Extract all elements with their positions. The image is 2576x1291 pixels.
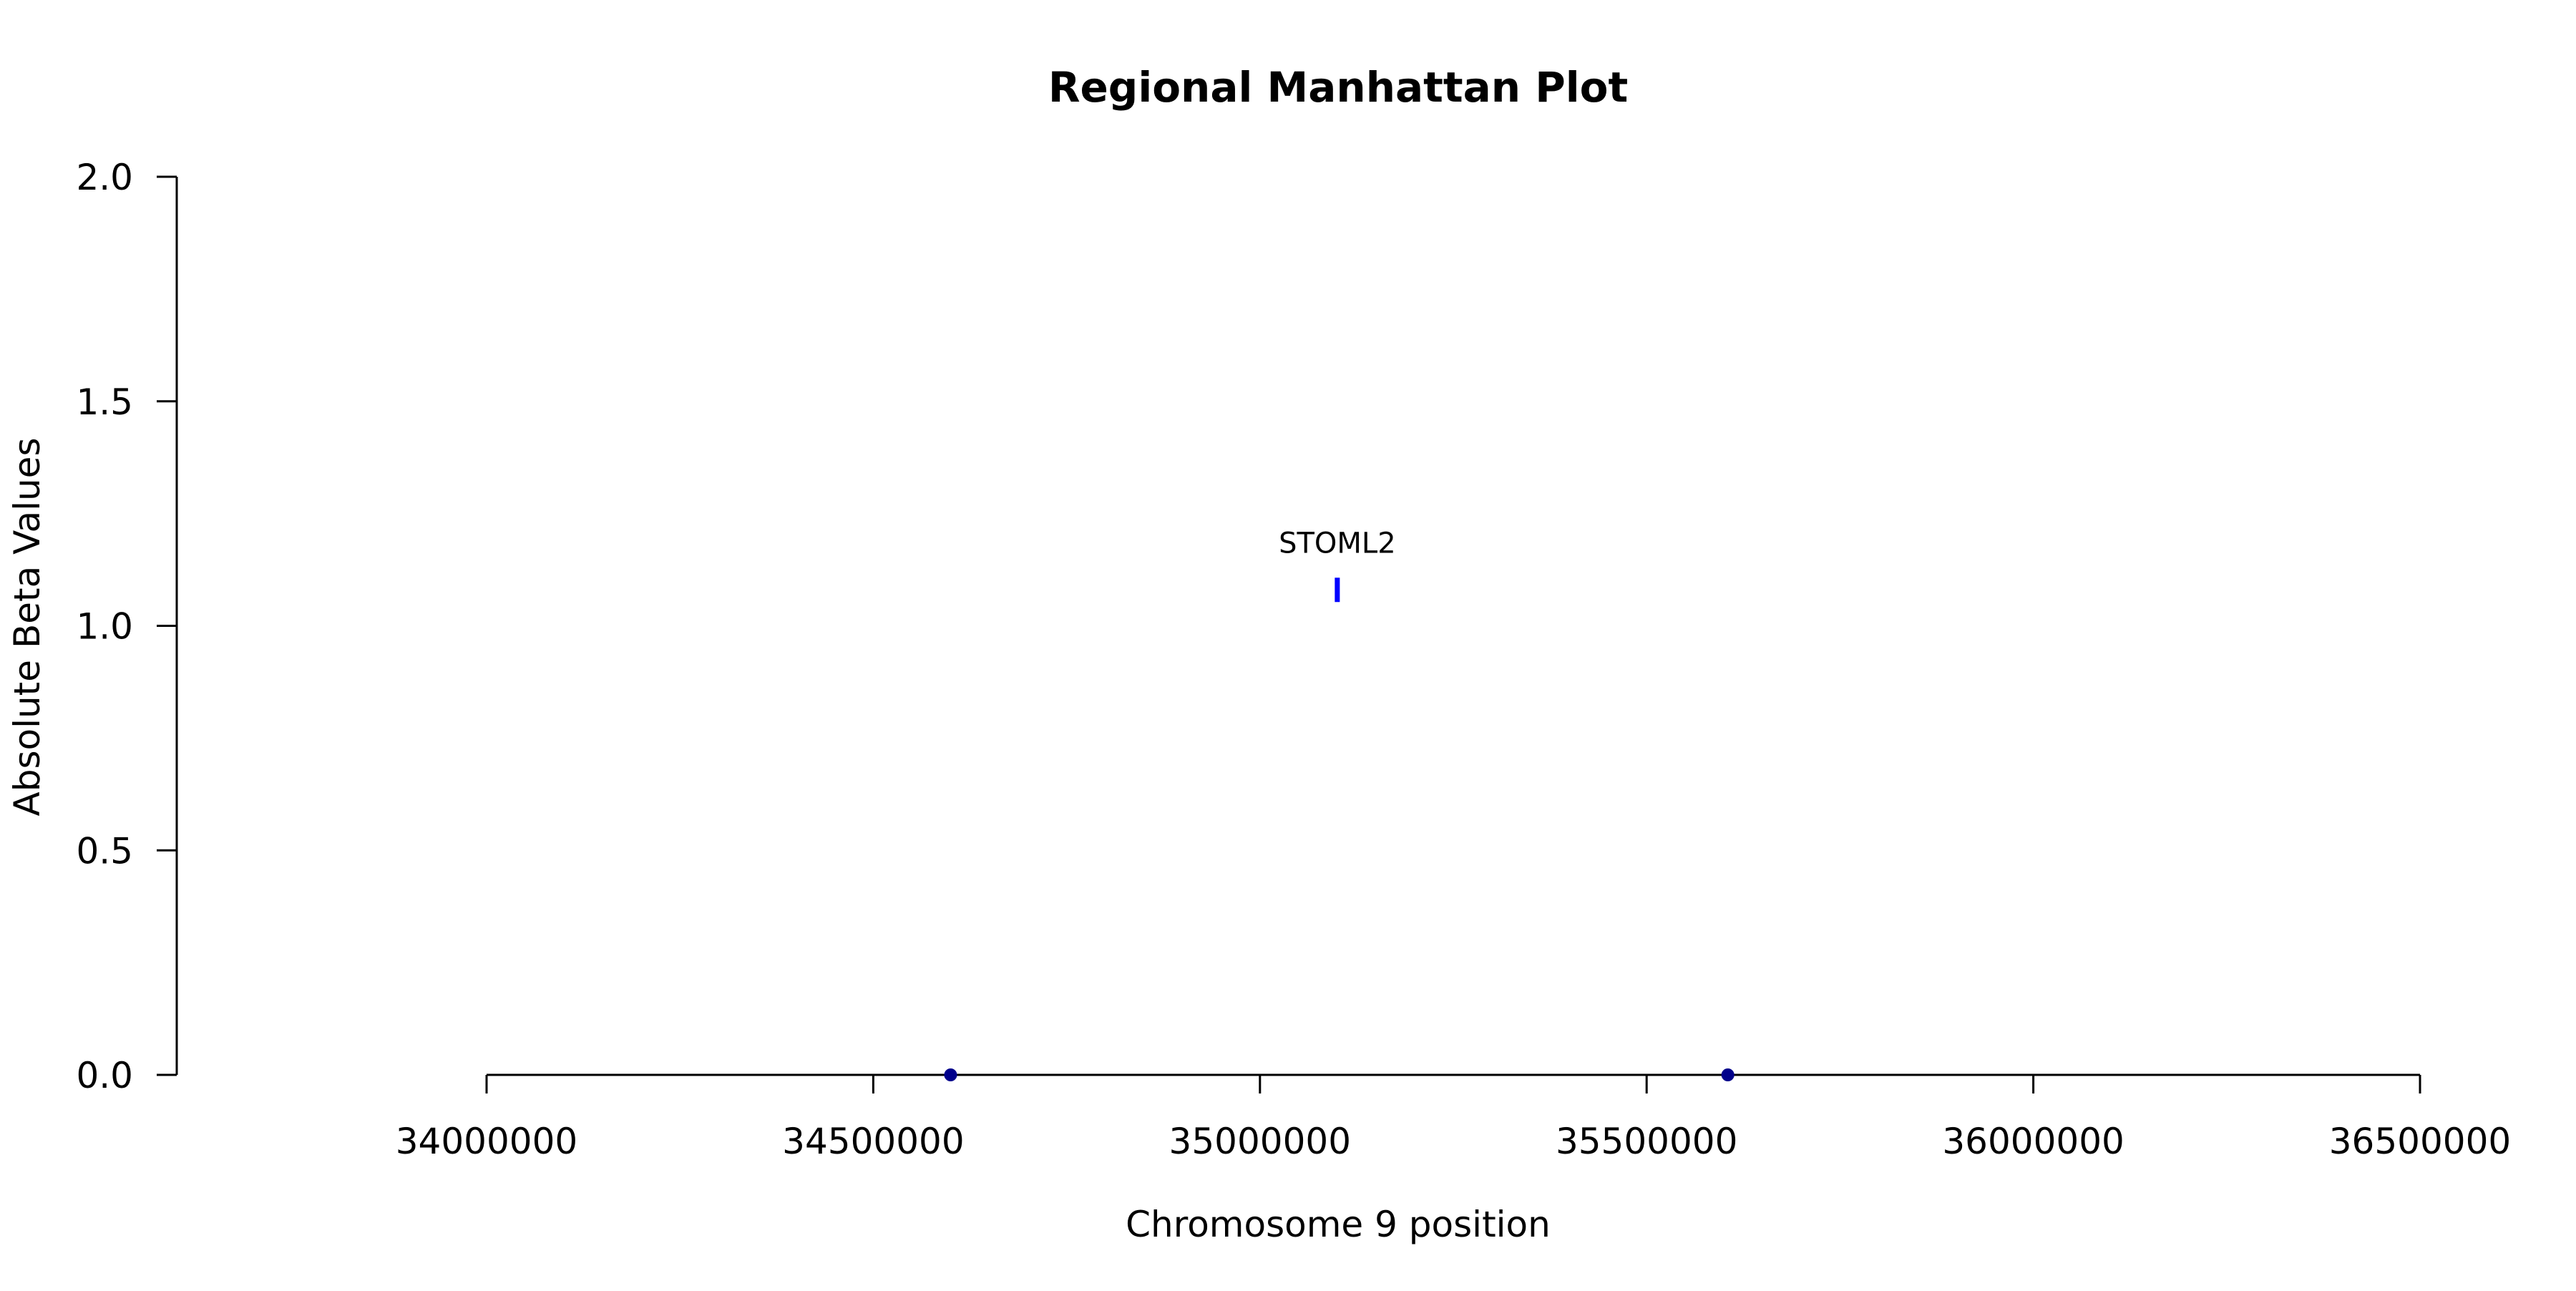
- gene-markers: STOML2: [1279, 527, 1396, 603]
- y-axis-label: Absolute Beta Values: [6, 438, 48, 817]
- x-tick-label: 36000000: [1942, 1121, 2124, 1162]
- y-tick-label: 2.0: [76, 157, 133, 198]
- x-tick-label: 35000000: [1169, 1121, 1352, 1162]
- x-tick-label: 34000000: [396, 1121, 578, 1162]
- chart-title: Regional Manhattan Plot: [1048, 63, 1628, 112]
- data-points: [944, 1068, 1735, 1081]
- data-point: [944, 1068, 957, 1081]
- gene-label: STOML2: [1279, 527, 1396, 560]
- y-axis-ticks: 0.0 0.5 1.0 1.5 2.0: [76, 157, 177, 1096]
- x-tick-label: 36500000: [2329, 1121, 2512, 1162]
- data-point: [1721, 1068, 1735, 1081]
- y-tick-label: 1.0: [76, 606, 133, 648]
- y-tick-label: 0.0: [76, 1055, 133, 1096]
- x-axis-label: Chromosome 9 position: [1126, 1204, 1551, 1245]
- x-tick-label: 35500000: [1556, 1121, 1738, 1162]
- y-tick-label: 0.5: [76, 830, 133, 872]
- x-tick-label: 34500000: [782, 1121, 965, 1162]
- x-axis-ticks: 34000000 34500000 35000000 35500000 36000000…: [396, 1075, 2512, 1162]
- y-tick-label: 1.5: [76, 381, 133, 423]
